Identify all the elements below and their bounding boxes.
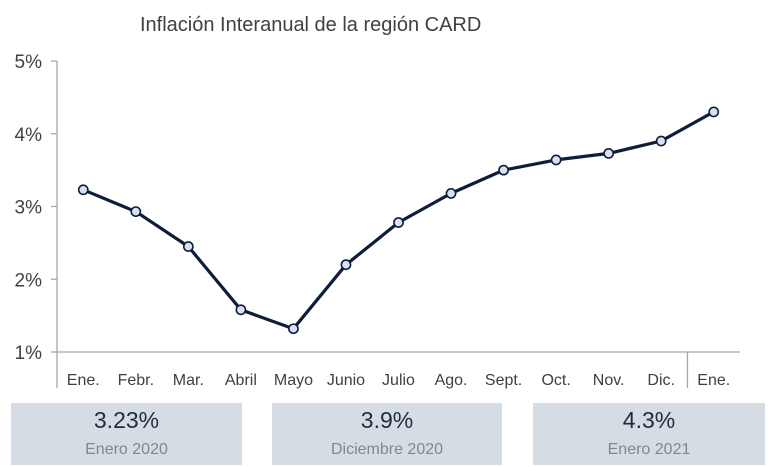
x-tick-label: Oct. bbox=[541, 372, 570, 389]
y-tick-label: 3% bbox=[15, 198, 43, 219]
x-tick-label: Julio bbox=[382, 372, 415, 389]
summary-card-jan-2021: 4.3% Enero 2021 bbox=[533, 403, 765, 465]
data-point bbox=[445, 188, 457, 199]
x-tick-label: Sept. bbox=[485, 372, 522, 389]
x-tick-label: Dic. bbox=[647, 372, 675, 389]
series-group bbox=[77, 106, 720, 335]
data-point bbox=[77, 184, 89, 196]
summary-card-value: 4.3% bbox=[622, 407, 676, 433]
x-tick-label: Ene. bbox=[697, 372, 730, 389]
data-point bbox=[603, 147, 615, 159]
chart-axes bbox=[56, 61, 740, 388]
summary-card-value: 3.23% bbox=[93, 407, 160, 433]
summary-card-label: Enero 2021 bbox=[607, 441, 691, 458]
data-point bbox=[393, 217, 404, 228]
y-tick-label: 5% bbox=[15, 52, 43, 73]
x-tick-label: Ene. bbox=[67, 372, 100, 389]
summary-card-dec-2020: 3.9% Diciembre 2020 bbox=[272, 403, 502, 465]
chart-title: Inflación Interanual de la región CARD bbox=[140, 14, 481, 36]
x-tick-label: Abril bbox=[225, 372, 257, 389]
summary-card-jan-2020: 3.23% Enero 2020 bbox=[11, 403, 242, 465]
x-tick-label: Ago. bbox=[435, 372, 468, 389]
data-point bbox=[340, 259, 352, 271]
x-tick-label: Febr. bbox=[118, 372, 154, 389]
y-tick-label: 2% bbox=[15, 270, 43, 291]
data-point bbox=[182, 241, 194, 252]
inflation-line-chart: Inflación Interanual de la región CARD 1… bbox=[15, 14, 740, 389]
y-tick-label: 4% bbox=[15, 125, 43, 146]
data-point bbox=[288, 323, 299, 335]
x-tick-label: Junio bbox=[327, 372, 365, 389]
data-point bbox=[655, 135, 667, 147]
y-axis-ticks: 1% 2% 3% 4% 5% bbox=[15, 52, 57, 364]
data-point bbox=[498, 164, 509, 176]
x-tick-label: Mayo bbox=[274, 372, 313, 389]
x-tick-label: Mar. bbox=[173, 372, 204, 389]
summary-card-label: Diciembre 2020 bbox=[330, 441, 444, 458]
x-tick-label: Nov. bbox=[593, 372, 625, 389]
summary-card-value: 3.9% bbox=[360, 407, 414, 433]
y-tick-label: 1% bbox=[15, 343, 43, 364]
data-point bbox=[235, 304, 247, 316]
summary-card-label: Enero 2020 bbox=[85, 441, 168, 458]
data-point bbox=[130, 206, 142, 217]
x-axis-ticks: Ene. Febr. Mar. Abril Mayo Junio Julio Ago. Sept… bbox=[67, 372, 730, 389]
data-point bbox=[550, 154, 562, 166]
data-point bbox=[708, 106, 720, 118]
